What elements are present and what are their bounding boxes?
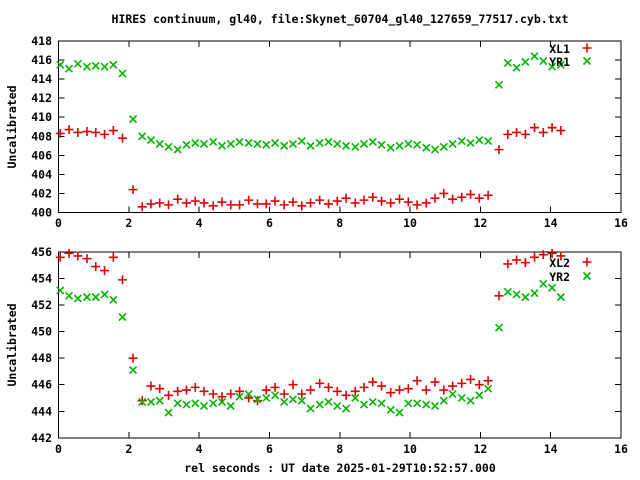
series-YR1-points bbox=[56, 52, 565, 154]
y-tick-label: 448 bbox=[31, 351, 52, 365]
y-tick-label: 416 bbox=[31, 53, 52, 67]
y-tick-label: 446 bbox=[31, 378, 52, 392]
y-tick-label: 442 bbox=[31, 431, 52, 445]
x-tick-label: 12 bbox=[473, 216, 487, 230]
legend-marker-yr1 bbox=[582, 56, 592, 66]
plot-title: HIRES continuum, gl40, file:Skynet_60704… bbox=[111, 12, 569, 26]
y-tick-label: 454 bbox=[31, 272, 52, 286]
legend-marker-xl1 bbox=[582, 43, 592, 53]
x-tick-label: 10 bbox=[403, 442, 417, 456]
top-panel-ylabel: Uncalibrated bbox=[5, 85, 19, 169]
x-tick-label: 4 bbox=[196, 442, 203, 456]
series-YR2-points bbox=[56, 279, 565, 417]
y-tick-label: 408 bbox=[31, 129, 52, 143]
x-tick-label: 4 bbox=[196, 216, 203, 230]
x-tick-label: 8 bbox=[336, 216, 343, 230]
legend-label-yr2: YR2 bbox=[549, 270, 570, 284]
legend-marker-yr2 bbox=[582, 271, 592, 281]
x-tick-label: 14 bbox=[544, 216, 558, 230]
y-tick-label: 450 bbox=[31, 325, 52, 339]
y-tick-label: 400 bbox=[31, 206, 52, 220]
top-panel: 0 2 4 6 8 10 12 14 16 400 402 404 406 408 410 412 414 416… bbox=[31, 34, 628, 230]
x-tick-label: 16 bbox=[614, 216, 628, 230]
x-tick-label: 16 bbox=[614, 442, 628, 456]
x-tick-label: 2 bbox=[125, 216, 132, 230]
y-tick-label: 402 bbox=[31, 186, 52, 200]
series-XL2-points bbox=[55, 248, 566, 406]
bottom-panel-ylabel: Uncalibrated bbox=[5, 303, 19, 387]
y-tick-label: 412 bbox=[31, 91, 52, 105]
y-tick-label: 410 bbox=[31, 110, 52, 124]
y-tick-label: 456 bbox=[31, 245, 52, 259]
y-tick-label: 406 bbox=[31, 148, 52, 162]
x-axis-caption: rel seconds : UT date 2025-01-29T10:52:5… bbox=[184, 461, 496, 475]
x-tick-label: 0 bbox=[55, 216, 62, 230]
y-tick-label: 404 bbox=[31, 167, 52, 181]
x-tick-label: 8 bbox=[336, 442, 343, 456]
bottom-panel: 0 2 4 6 8 10 12 14 16 442 444 446 448 450 452 454 456 bbox=[31, 245, 628, 456]
series-XL1-points bbox=[55, 123, 566, 212]
y-tick-label: 414 bbox=[31, 72, 52, 86]
x-tick-label: 14 bbox=[544, 442, 558, 456]
y-tick-label: 452 bbox=[31, 298, 52, 312]
x-tick-label: 6 bbox=[266, 442, 273, 456]
legend-label-xl2: XL2 bbox=[549, 256, 570, 270]
x-tick-label: 12 bbox=[473, 442, 487, 456]
legend-marker-xl2 bbox=[582, 257, 592, 267]
legend-label-xl1: XL1 bbox=[549, 42, 570, 56]
x-tick-label: 2 bbox=[125, 442, 132, 456]
x-tick-label: 0 bbox=[55, 442, 62, 456]
x-tick-label: 6 bbox=[266, 216, 273, 230]
legend-label-yr1: YR1 bbox=[549, 55, 570, 69]
y-tick-label: 418 bbox=[31, 34, 52, 48]
y-tick-label: 444 bbox=[31, 404, 52, 418]
x-tick-label: 10 bbox=[403, 216, 417, 230]
